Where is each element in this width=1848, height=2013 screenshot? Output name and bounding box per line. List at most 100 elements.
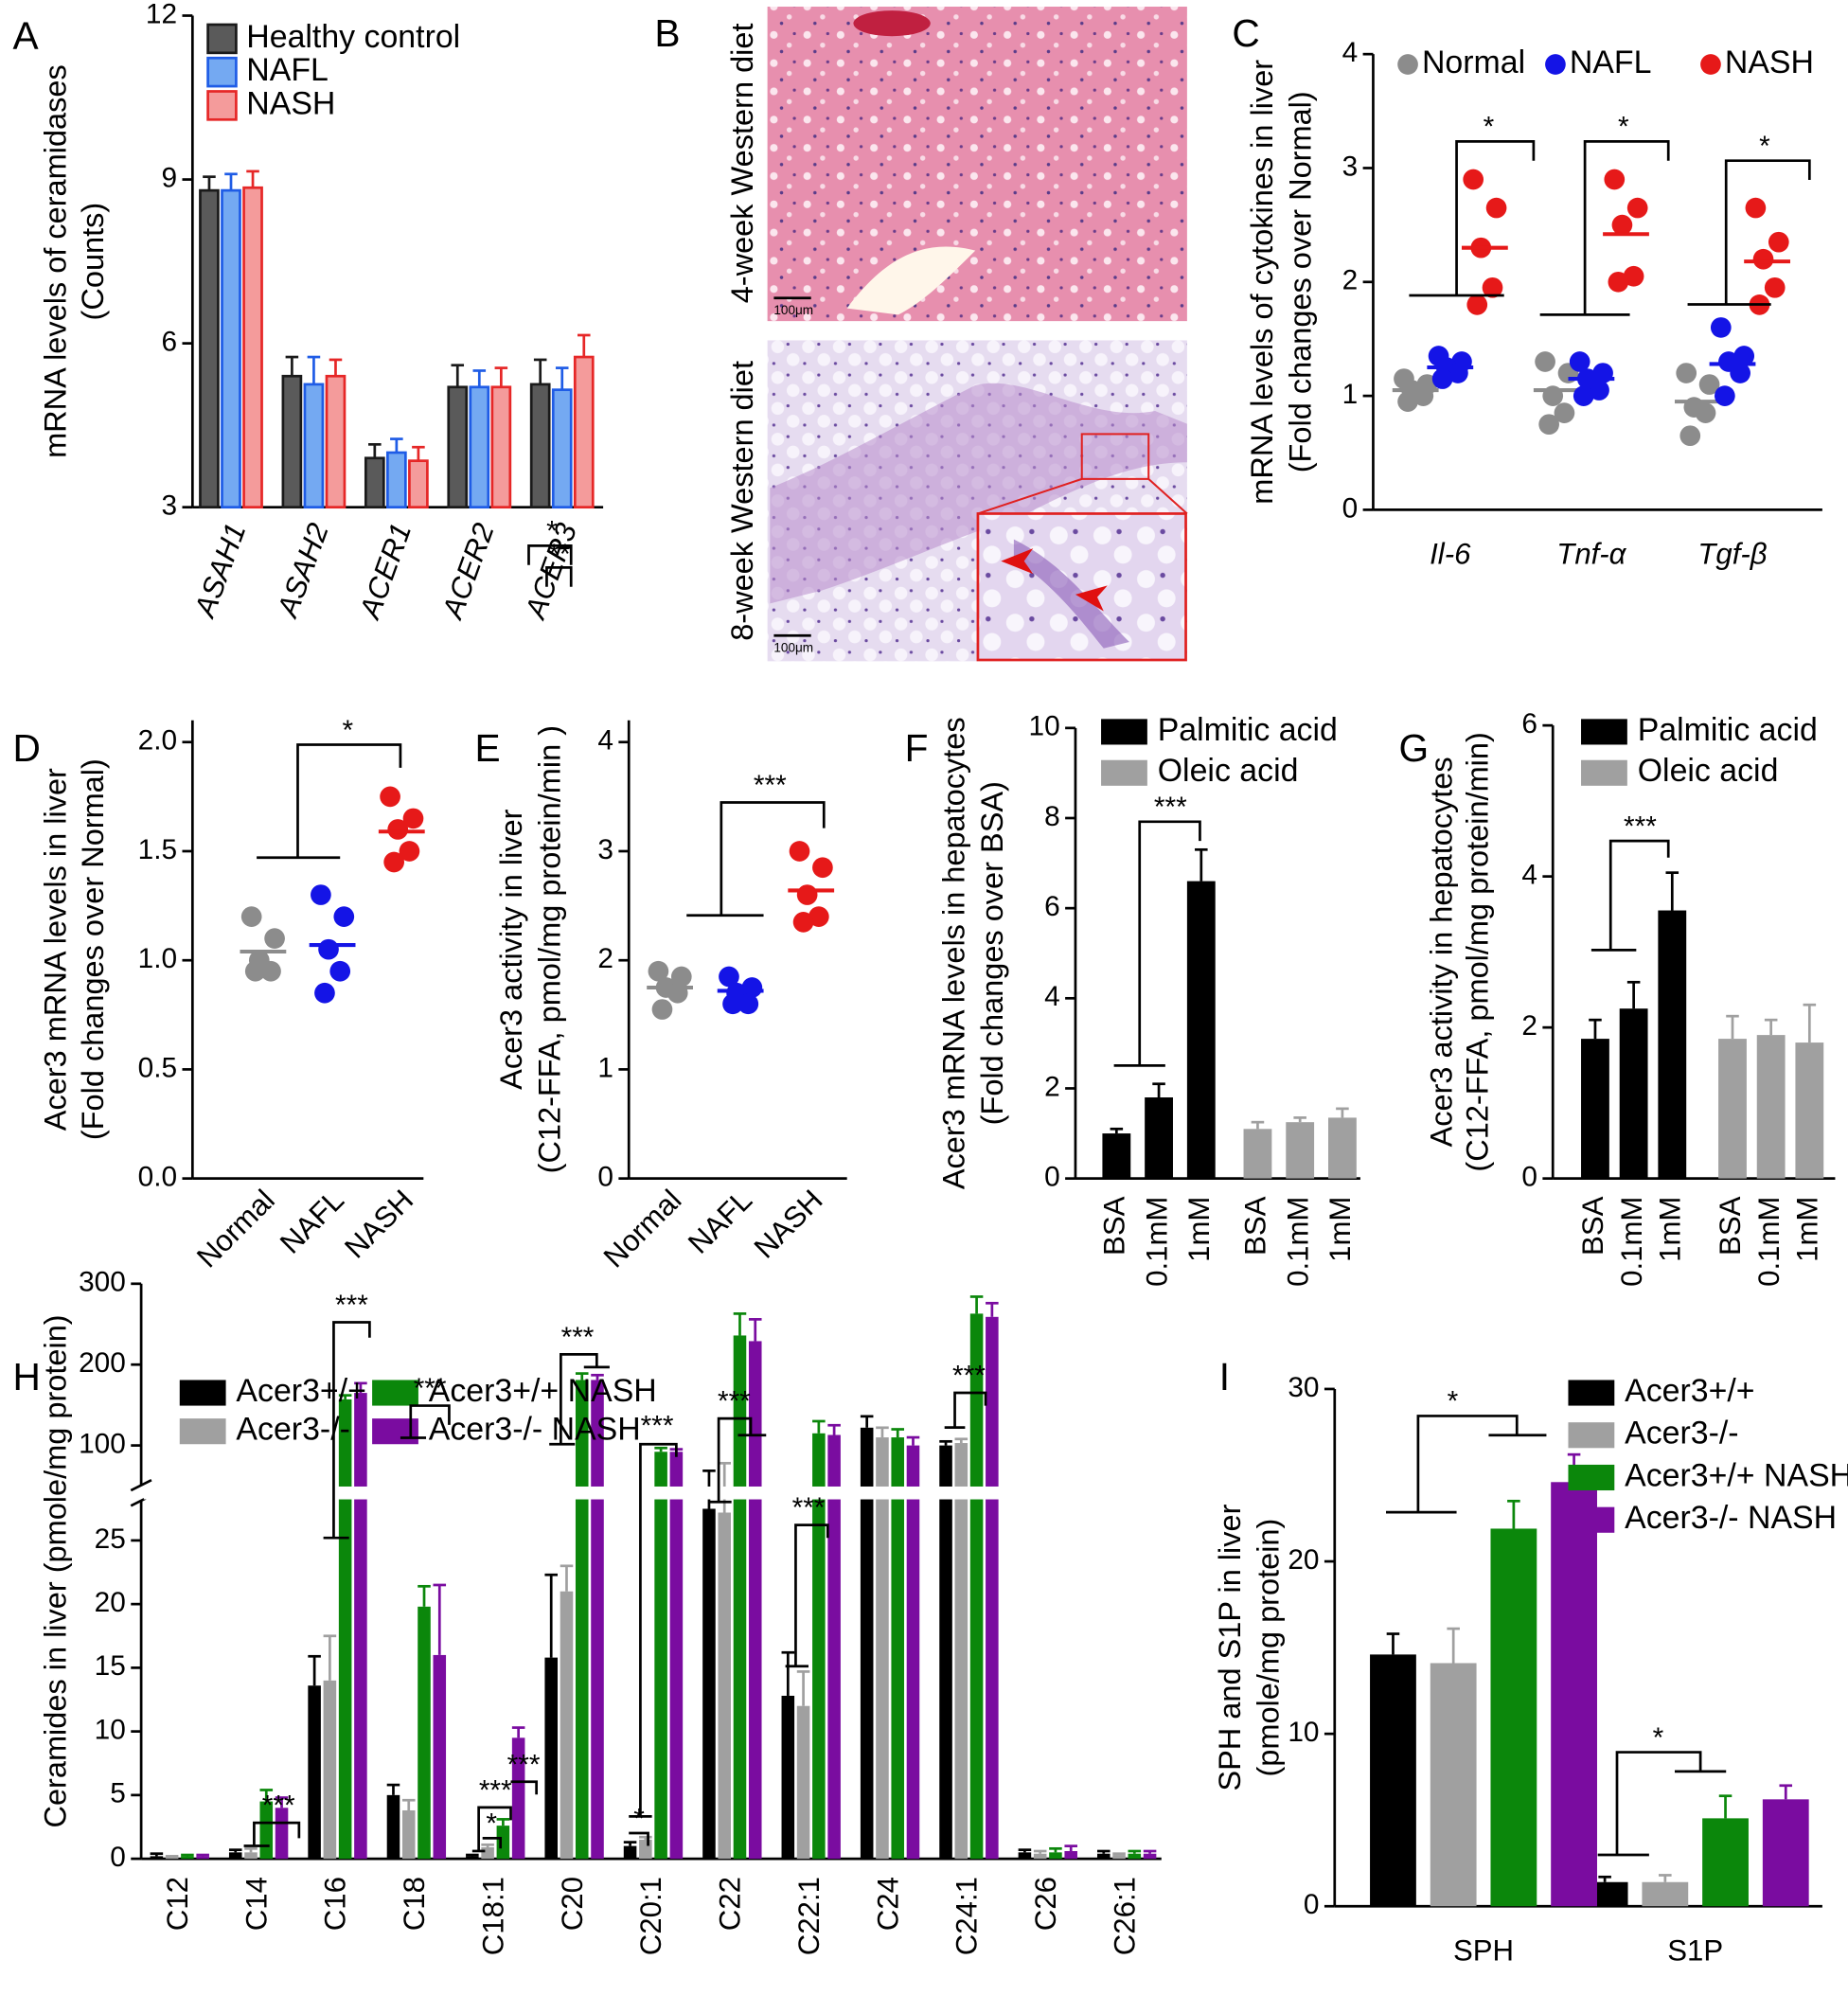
y-axis-label: (Fold changes over Normal) [76,758,110,1140]
data-point [1538,414,1559,436]
data-point [240,906,262,927]
bar [244,1852,258,1860]
y-tick-label: 4 [1044,981,1060,1012]
bar [1243,1129,1272,1179]
data-point [1730,363,1750,383]
arrowhead [1075,585,1108,612]
y-tick-label: 4 [597,725,613,757]
bar [221,188,241,509]
significance-bracket [332,1321,371,1539]
significance-bracket [253,1821,301,1846]
legend-swatch [1568,1422,1615,1449]
data-point [670,966,692,988]
significance-label: * [343,715,354,746]
x-tick-label: ASAH1 [187,519,253,623]
bar [386,1794,400,1860]
significance-bracket [482,1837,503,1849]
significance-label: *** [262,1790,295,1822]
vessel [846,246,976,315]
micrograph-label: 8-week Western diet [725,361,759,641]
bar [1718,1039,1747,1179]
data-point [1482,276,1503,298]
bar [827,1434,841,1860]
bar [466,1856,479,1860]
significance-label: *** [952,1361,986,1392]
bar [1143,1853,1157,1860]
legend-label: Oleic acid [1638,753,1779,789]
data-point [1695,402,1716,423]
bar [860,1427,874,1860]
data-point [1589,380,1609,401]
y-tick-label: 2 [1342,265,1359,296]
y-axis-label: (C12-FFA, pmol/mg protein/min) [1461,732,1495,1171]
bar [560,1591,574,1860]
y-tick-label: 2 [1521,1010,1537,1042]
data-point [260,960,281,982]
y-tick-label: 5 [110,1778,126,1809]
bar [1756,1035,1786,1179]
data-point [380,786,400,808]
bar [891,1437,904,1860]
data-point [1608,271,1629,293]
data-point [1466,294,1488,315]
x-tick-label: SPH [1453,1933,1514,1967]
x-tick-label: C26 [1029,1877,1062,1931]
data-point [318,938,339,960]
significance-bracket [296,743,402,858]
data-point [1463,169,1484,190]
legend-swatch [1101,719,1147,745]
significance-label: *** [561,1322,595,1353]
data-point [1535,351,1555,372]
x-tick-label: ACER1 [352,519,418,624]
x-tick-label: C16 [319,1877,352,1931]
x-tick-label: 1mM [1654,1197,1687,1262]
significance-bracket [629,1831,649,1846]
y-tick-label: 8 [1044,801,1060,832]
bar [447,385,469,509]
legend-label: Acer3-/- NASH [1625,1500,1837,1536]
bar [1097,1853,1111,1860]
significance-bracket [560,1353,598,1445]
bar [1642,1881,1689,1907]
significance-bracket [1138,820,1201,1066]
bar [551,388,573,509]
bar [591,1380,604,1860]
y-axis-label: (C12-FFA, pmol/mg protein/min ) [532,725,566,1173]
bar [1762,1799,1809,1907]
significance-bracket [1583,140,1670,315]
legend-label: Acer3-/- NASH [429,1412,641,1448]
data-point [383,851,404,873]
y-tick-label: 2.0 [138,725,177,757]
bar [1049,1852,1062,1860]
y-tick-label: 20 [1288,1544,1319,1576]
legend-label: Normal [1422,45,1525,80]
legend-label: Oleic acid [1158,753,1299,789]
data-point [1698,374,1720,395]
significance-label: * [1448,1386,1459,1417]
panel-letter: F [905,726,929,770]
data-point [1431,368,1453,389]
data-point [719,966,739,988]
x-tick-label: NASH [748,1184,829,1265]
significance-bracket [527,544,573,565]
y-axis-label: (Fold changes over Normal) [1283,91,1317,472]
data-point [1679,425,1701,447]
data-point [1710,317,1732,338]
x-tick-label: C20 [556,1877,589,1931]
legend-swatch [1568,1380,1615,1406]
legend-label: NAFL [1570,45,1652,80]
bar [1064,1851,1077,1860]
data-point [387,819,409,840]
data-point [1676,363,1697,383]
y-tick-label: 4 [1521,860,1537,891]
data-point [1733,346,1755,366]
y-axis-label: SPH and S1P in liver [1213,1504,1247,1790]
y-tick-label: 30 [1288,1372,1319,1403]
y-tick-label: 1.0 [138,943,177,974]
y-tick-label: 0 [1521,1162,1537,1193]
y-tick-label: 10 [1029,711,1060,742]
legend-swatch [1581,759,1627,786]
data-point [329,960,351,982]
y-tick-label: 3 [1342,151,1359,182]
data-point [311,884,331,905]
